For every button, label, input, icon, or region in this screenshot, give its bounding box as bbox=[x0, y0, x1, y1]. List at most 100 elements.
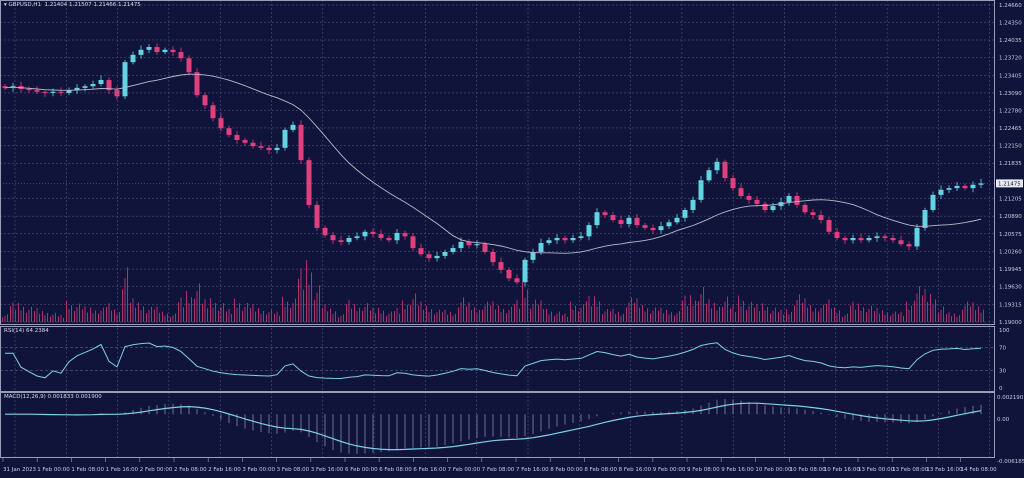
candle-body bbox=[906, 244, 912, 247]
volume-bar bbox=[748, 305, 750, 322]
volume-bar bbox=[554, 315, 555, 322]
volume-bar bbox=[866, 312, 867, 322]
time-tick-label: 3 Feb 16:00 bbox=[311, 467, 344, 473]
volume-bar bbox=[60, 314, 62, 322]
volume-bar bbox=[836, 313, 838, 322]
time-tick-label: 8 Feb 16:00 bbox=[619, 467, 652, 473]
volume-bar bbox=[719, 306, 720, 322]
volume-bar bbox=[927, 302, 928, 322]
volume-bar bbox=[412, 299, 414, 322]
volume-bar bbox=[660, 307, 662, 322]
time-tick-label: 2 Feb 16:00 bbox=[208, 467, 241, 473]
macd-tick-label: 0.00 bbox=[997, 417, 1010, 423]
symbol-header: ▾ GBPUSD,H1 1.21404 1.21507 1.21466 1.21… bbox=[4, 2, 141, 8]
candle-body bbox=[122, 62, 128, 97]
candle-body bbox=[2, 86, 8, 88]
menu-icon[interactable]: ▾ bbox=[4, 2, 7, 8]
candle-body bbox=[754, 199, 760, 204]
volume-bar bbox=[644, 311, 646, 322]
volume-bar bbox=[914, 300, 915, 322]
volume-bar bbox=[602, 314, 603, 322]
volume-bar bbox=[407, 304, 408, 322]
rsi-tick-label: 0 bbox=[999, 386, 1003, 392]
candle-body bbox=[850, 237, 856, 241]
volume-bar bbox=[295, 298, 296, 322]
panel-frames bbox=[0, 0, 995, 458]
price-axis: 1.24660 1.24350 1.24035 1.23720 1.23405 1.230… bbox=[0, 3, 1023, 326]
volume-bar bbox=[671, 312, 672, 322]
volume-bar bbox=[418, 305, 419, 322]
volume-bar bbox=[818, 311, 819, 322]
macd-signal-line bbox=[5, 402, 982, 451]
volume-bar bbox=[231, 314, 232, 322]
volume-bar bbox=[343, 314, 344, 322]
volume-bar bbox=[964, 305, 966, 322]
volume-bar bbox=[34, 310, 35, 322]
volume-bar bbox=[847, 313, 848, 322]
volume-bar bbox=[948, 312, 950, 322]
candle-body bbox=[546, 240, 552, 244]
candle-body bbox=[746, 195, 752, 200]
candle-body bbox=[154, 47, 160, 53]
price-tick-label: 1.23405 bbox=[999, 73, 1022, 79]
volume-bar bbox=[636, 298, 638, 322]
volume-bar bbox=[2, 317, 3, 322]
candle-body bbox=[434, 255, 440, 259]
volume-bar bbox=[815, 308, 816, 322]
volume-bar bbox=[572, 309, 574, 322]
rsi-tick-label: 30 bbox=[999, 369, 1006, 375]
volume-bar bbox=[946, 314, 947, 322]
volume-bar bbox=[151, 307, 152, 322]
candle-body bbox=[522, 259, 528, 283]
volume-bar bbox=[972, 302, 974, 322]
candle-body bbox=[450, 248, 456, 252]
volume-bar bbox=[87, 312, 88, 322]
volume-bar bbox=[364, 306, 366, 322]
candle-body bbox=[442, 251, 448, 256]
time-tick-label: 31 Jan 2023 bbox=[3, 467, 36, 473]
candle-body bbox=[594, 212, 600, 226]
candle-body bbox=[250, 142, 256, 147]
time-tick-label: 6 Feb 08:00 bbox=[379, 467, 412, 473]
volume-bar bbox=[511, 307, 512, 322]
volume-bar bbox=[884, 314, 886, 322]
candle-body bbox=[738, 188, 744, 196]
volume-bar bbox=[135, 307, 136, 322]
volume-bar bbox=[156, 306, 158, 322]
volume-bar bbox=[279, 315, 280, 322]
volume-bar bbox=[975, 310, 976, 322]
time-tick-label: 9 Feb 16:00 bbox=[721, 467, 754, 473]
volume-bar bbox=[868, 308, 870, 322]
volume-bar bbox=[306, 260, 307, 322]
volume-bar bbox=[906, 301, 907, 322]
candle-body bbox=[362, 231, 368, 237]
volume-bar bbox=[524, 298, 526, 322]
macd-tick-label: -0.006185 bbox=[997, 459, 1024, 465]
volume-bar bbox=[487, 301, 488, 322]
volume-bar bbox=[39, 313, 40, 322]
volume-bar bbox=[820, 308, 822, 322]
volume-bar bbox=[858, 303, 859, 322]
candle-body bbox=[218, 118, 224, 129]
candle-body bbox=[282, 129, 288, 148]
volume-bar bbox=[466, 306, 467, 322]
volume-bar bbox=[452, 315, 454, 322]
volume-bar bbox=[903, 315, 904, 322]
volume-bar bbox=[586, 301, 587, 322]
volume-bar bbox=[647, 308, 648, 322]
volume-bar bbox=[79, 303, 80, 322]
volume-bar bbox=[727, 296, 728, 322]
volume-bar bbox=[20, 310, 22, 322]
volume-bar bbox=[540, 300, 542, 322]
candle-body bbox=[650, 227, 656, 231]
volume-bar bbox=[220, 306, 222, 322]
candle-body bbox=[626, 217, 632, 224]
candle-body bbox=[370, 231, 376, 235]
volume-bar bbox=[332, 313, 334, 322]
volume-bar bbox=[546, 309, 547, 322]
candle-body bbox=[858, 237, 864, 241]
time-tick-label: 1 Feb 16:00 bbox=[106, 467, 139, 473]
volume-bar bbox=[228, 308, 230, 322]
volume-bar bbox=[271, 309, 272, 322]
